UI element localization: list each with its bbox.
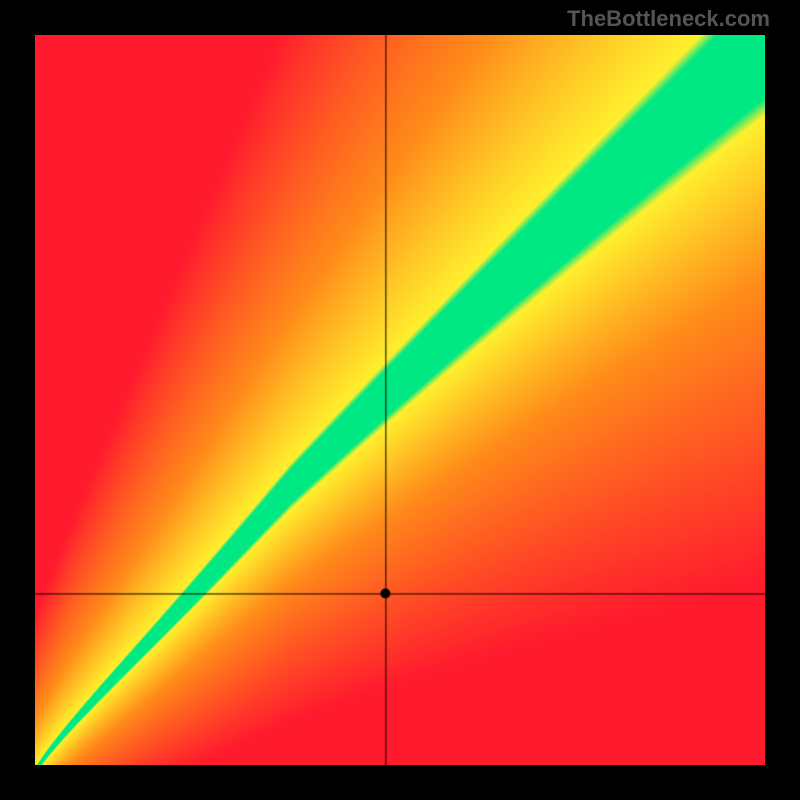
watermark-text: TheBottleneck.com [567, 6, 770, 32]
chart-container: TheBottleneck.com [0, 0, 800, 800]
heatmap-canvas [35, 35, 765, 765]
